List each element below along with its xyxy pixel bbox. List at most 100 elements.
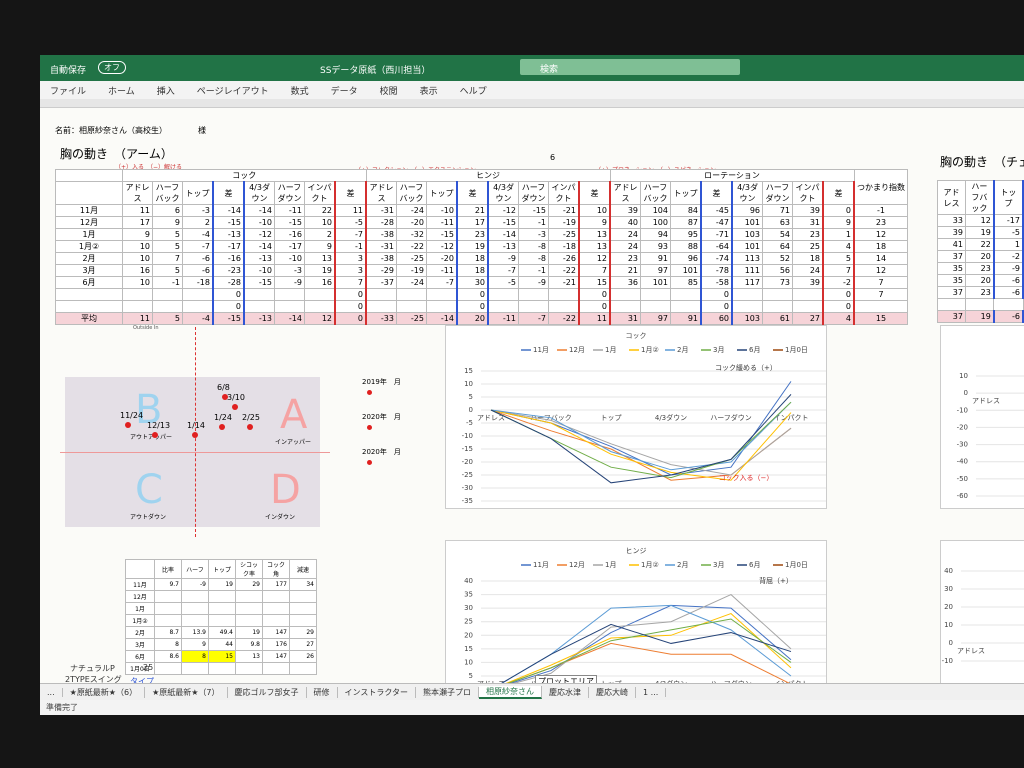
cell (243, 300, 275, 313)
sheet-tab[interactable]: 熊本瀬子プロ (416, 687, 480, 698)
cell: 12 (304, 312, 336, 325)
cell: 54 (762, 228, 793, 241)
column-header: ハーフバック (396, 181, 427, 205)
cell: -1 (152, 276, 183, 289)
ribbon-tab[interactable]: 校閲 (379, 86, 398, 97)
sheet-tab[interactable]: ★原紙最新★（7） (145, 687, 228, 698)
cell: 22 (964, 238, 995, 251)
y-tick-label: -15 (462, 445, 473, 453)
sheet-tabs: ... ★原紙最新★（6） ★原紙最新★（7） 慶応ゴルフ部女子 研修 インストラクター熊… (40, 683, 1024, 701)
cell: 13 (578, 240, 611, 253)
sheet-tab[interactable]: ★原紙最新★（6） (63, 687, 146, 698)
ribbon-tab[interactable]: 表示 (419, 86, 438, 97)
cell (274, 288, 305, 301)
legend-label: 11月 (533, 346, 549, 354)
cell: 7 (853, 288, 908, 301)
search-box[interactable]: 検索 (520, 59, 740, 75)
sheet-tab[interactable]: インストラクター (338, 687, 417, 698)
header-row: アドレス ハーフバック トップ (937, 180, 1024, 215)
cell: -25 (548, 228, 580, 241)
cell: 97 (640, 312, 671, 325)
cell: 30 (456, 276, 489, 289)
cell: 2 (182, 216, 214, 229)
y-tick-label: 15 (464, 645, 473, 653)
cell: 13 (235, 650, 263, 663)
column-header: ハーフバック (640, 181, 671, 205)
cell: 22 (304, 204, 336, 217)
cell: -9 (181, 578, 209, 591)
cell: 49.4 (208, 626, 236, 639)
cell: 101 (670, 264, 702, 277)
cell (792, 288, 824, 301)
cell: 103 (731, 312, 763, 325)
cell: 95 (670, 228, 702, 241)
column-header: ハーフバック (152, 181, 183, 205)
status-text: 準備完了 (46, 703, 78, 712)
row-label: 1月② (125, 614, 155, 627)
cell: 44 (208, 638, 236, 651)
x-tick-label: アドレス (477, 680, 505, 683)
cell: -10 (274, 252, 305, 265)
ribbon-tab[interactable]: 数式 (290, 86, 309, 97)
chart-area: -10 0 10 20 30 40 アドレス (940, 540, 1024, 683)
cell: -22 (548, 264, 580, 277)
cell: -18 (548, 240, 580, 253)
row-label: 11月 (55, 204, 123, 217)
cell: -8 (518, 240, 549, 253)
sheet-tab[interactable]: 慶応大崎 (589, 687, 637, 698)
sheet-tab[interactable]: 慶応ゴルフ部女子 (228, 687, 307, 698)
sheet-tab[interactable]: 研修 (307, 687, 338, 698)
cell: 23 (964, 286, 995, 299)
ribbon-tab[interactable]: 挿入 (156, 86, 175, 97)
autosave-toggle[interactable]: オフ (98, 61, 126, 74)
y-tick-label: 40 (944, 567, 953, 575)
cell: -74 (700, 252, 733, 265)
point-dot (125, 422, 131, 428)
y-tick-label: -60 (957, 492, 968, 500)
column-header: 4/3ダウン (731, 181, 763, 205)
x-tick-label: トップ (601, 414, 622, 422)
sheet-tab[interactable]: 相原紗奈さん (479, 686, 543, 699)
column-headers (40, 99, 1024, 108)
ribbon-tab[interactable]: ヘルプ (459, 86, 487, 97)
quadrant-label: インアッパー (275, 439, 312, 446)
y-tick-label: -30 (957, 441, 968, 449)
cell: 41 (937, 238, 966, 251)
sheet-tab[interactable]: ... (40, 688, 63, 697)
ribbon-tab[interactable]: ホーム (108, 86, 135, 97)
column-header: 減速 (289, 559, 317, 579)
cell: 39 (609, 204, 641, 217)
cell: 84 (670, 204, 702, 217)
cell (670, 288, 702, 301)
cell: 9.8 (235, 638, 263, 651)
legend-label: 6月 (749, 346, 760, 354)
cell (426, 288, 458, 301)
ribbon-tab[interactable]: ページレイアウト (196, 86, 269, 97)
cell: 17 (122, 216, 153, 229)
cell: 0 (822, 288, 855, 301)
cell: 100 (640, 216, 671, 229)
cell: -23 (212, 264, 245, 277)
x-tick-label: ハーフダウン (710, 679, 752, 683)
cell: 11 (334, 204, 367, 217)
cell (262, 602, 290, 615)
cell: 12 (853, 228, 908, 241)
cell: 25 (792, 240, 824, 253)
sheet-tab[interactable]: 慶応水津 (542, 687, 590, 698)
cell: 87 (670, 216, 702, 229)
table-row: 2月 8.7 13.9 49.4 19 147 29 (125, 626, 317, 639)
cell (609, 300, 641, 313)
cell: 3 (334, 252, 367, 265)
sheet-tab[interactable]: 1 ... (636, 688, 667, 697)
ribbon-tab[interactable]: データ (330, 86, 358, 97)
cell: 0 (456, 288, 489, 301)
cell: -29 (365, 264, 397, 277)
ribbon-tab[interactable]: ファイル (50, 86, 87, 97)
cell: -10 (243, 216, 275, 229)
chart: -60 -50 -40 -30 -20 -10 0 10 アドレス (957, 372, 1024, 500)
cell: -45 (700, 204, 733, 217)
x-tick-label: トップ (601, 680, 622, 683)
cell: -14 (243, 204, 275, 217)
cell (152, 288, 183, 301)
title-bar: 自動保存 オフ SSデータ原紙（西川担当） 検索 (40, 55, 1024, 81)
